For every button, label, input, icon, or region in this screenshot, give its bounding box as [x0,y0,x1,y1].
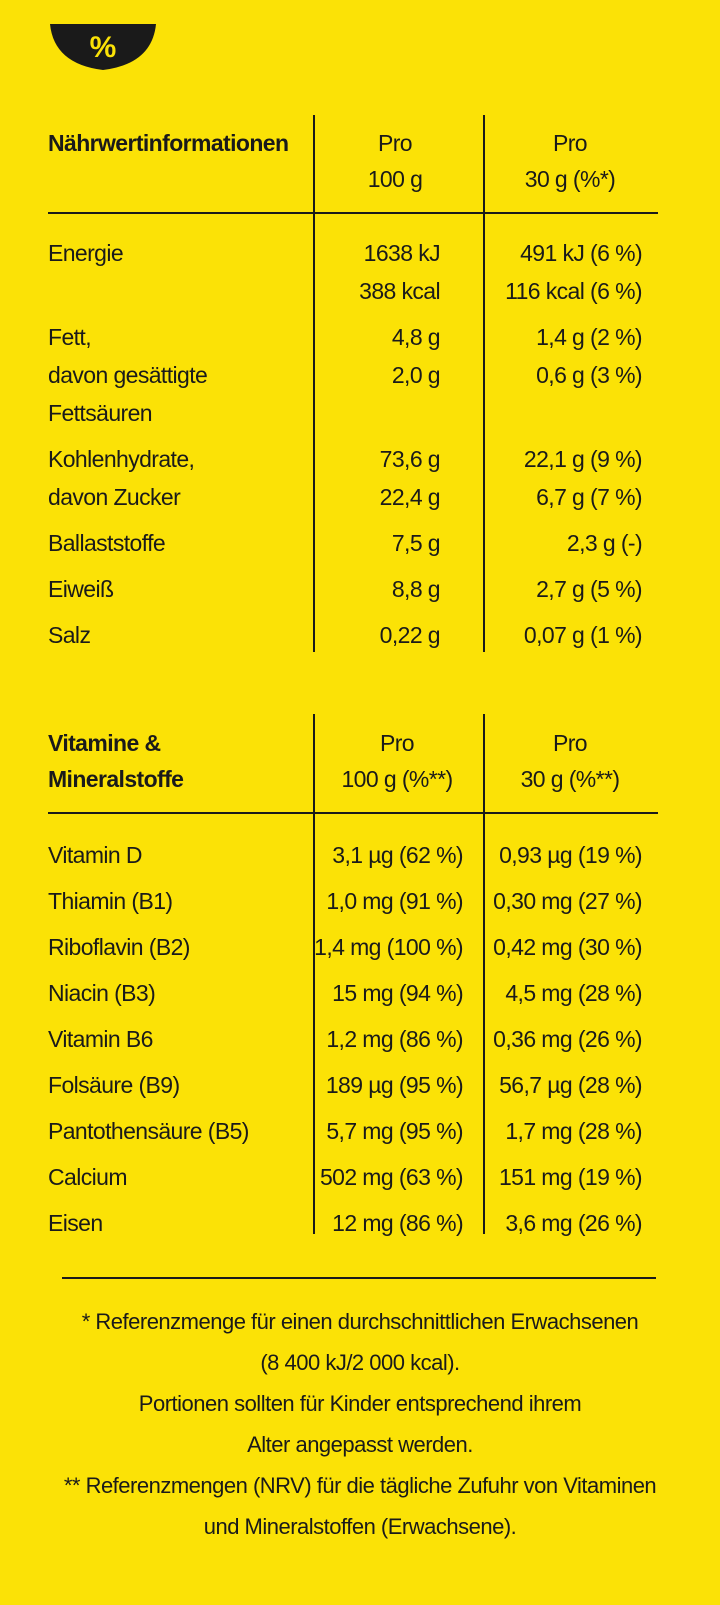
footnote: Portionen sollten für Kinder entsprechen… [138,1391,582,1416]
row-value: 0,30 mg (27 %) [493,888,642,914]
row-value: 1,4 g (2 %) [536,324,643,350]
row-value: 22,1 g (9 %) [523,446,643,472]
row-value: 2,7 g (5 %) [536,576,643,602]
percent-icon: % [50,24,156,70]
row-value: 1,2 mg (86 %) [326,1026,463,1052]
row-label: Fett, [48,324,92,350]
header-cell: Pro [553,730,588,756]
row-value: 6,7 g (7 %) [536,484,643,510]
row-label: Riboflavin (B2) [48,934,190,960]
row-label: Niacin (B3) [48,980,156,1006]
row-label: davon Zucker [48,484,181,510]
row-label: Eisen [48,1210,103,1236]
row-value: 7,5 g [391,530,441,556]
row-value: 15 mg (94 %) [332,980,463,1006]
row-label: Eiweiß [48,576,114,602]
header-divider [48,812,658,814]
row-label: Vitamin B6 [48,1026,153,1052]
row-value: 1,4 mg (100 %) [314,934,463,960]
row-label: Pantothensäure (B5) [48,1118,249,1144]
row-value: 0,93 µg (19 %) [499,842,643,868]
row-value: 5,7 mg (95 %) [326,1118,463,1144]
header-cell: Pro [553,130,588,156]
row-label: Fettsäuren [48,400,153,426]
header-divider [48,212,658,214]
column-divider [483,714,485,1234]
row-value: 4,8 g [391,324,441,350]
row-value: 189 µg (95 %) [325,1072,464,1098]
row-value: 0,42 mg (30 %) [493,934,642,960]
row-value: 0,36 mg (26 %) [493,1026,642,1052]
row-value: 502 mg (63 %) [319,1164,464,1190]
row-value: 1,7 mg (28 %) [505,1118,642,1144]
footnote: ** Referenzmengen (NRV) für die tägliche… [63,1473,657,1498]
row-label: Calcium [48,1164,127,1190]
icon-text: % [90,31,117,64]
column-divider [313,115,315,652]
row-label: Thiamin (B1) [48,888,173,914]
column-divider [313,714,315,1234]
row-value: 3,1 µg (62 %) [332,842,463,868]
row-value: 0,6 g (3 %) [536,362,643,388]
row-value: 4,5 mg (28 %) [505,980,642,1006]
row-value: 8,8 g [391,576,441,602]
column-divider [483,115,485,652]
row-value: 2,3 g (-) [566,530,643,556]
row-value: 0,22 g [379,622,441,648]
row-value: 22,4 g [379,484,441,510]
row-value: 116 kcal (6 %) [505,278,643,304]
row-label: Salz [48,622,91,648]
row-value: 1,0 mg (91 %) [326,888,463,914]
row-label: davon gesättigte [48,362,208,388]
footnote: * Referenzmenge für einen durchschnittli… [81,1309,639,1334]
row-value: 12 mg (86 %) [332,1210,463,1236]
header-label: Vitamine & [48,730,161,756]
row-value: 3,6 mg (26 %) [505,1210,642,1236]
row-value: 2,0 g [391,362,441,388]
header-cell: Pro [378,130,413,156]
row-value: 388 kcal [359,278,440,304]
row-value: 73,6 g [379,446,441,472]
footnote: Alter angepasst werden. [247,1432,473,1457]
row-value: 1638 kJ [363,240,441,266]
row-label: Vitamin D [48,842,142,868]
footnote: und Mineralstoffen (Erwachsene). [203,1514,517,1539]
footnote-divider [62,1277,656,1279]
row-value: 491 kJ (6 %) [520,240,643,266]
row-label: Kohlenhydrate, [48,446,195,472]
header-cell: 100 g (%**) [341,766,453,792]
row-label: Ballaststoffe [48,530,166,556]
header-cell: Pro [380,730,415,756]
row-value: 56,7 µg (28 %) [499,1072,643,1098]
row-label: Energie [48,240,124,266]
header-label: Mineralstoffe [48,766,184,792]
header-cell: 30 g (%**) [520,766,620,792]
header-label: Nährwertinformationen [48,130,289,156]
row-value: 0,07 g (1 %) [523,622,643,648]
footnote: (8 400 kJ/2 000 kcal). [260,1350,460,1375]
row-label: Folsäure (B9) [48,1072,180,1098]
row-value: 151 mg (19 %) [498,1164,643,1190]
header-cell: 30 g (%*) [524,166,616,192]
header-cell: 100 g [367,166,423,192]
